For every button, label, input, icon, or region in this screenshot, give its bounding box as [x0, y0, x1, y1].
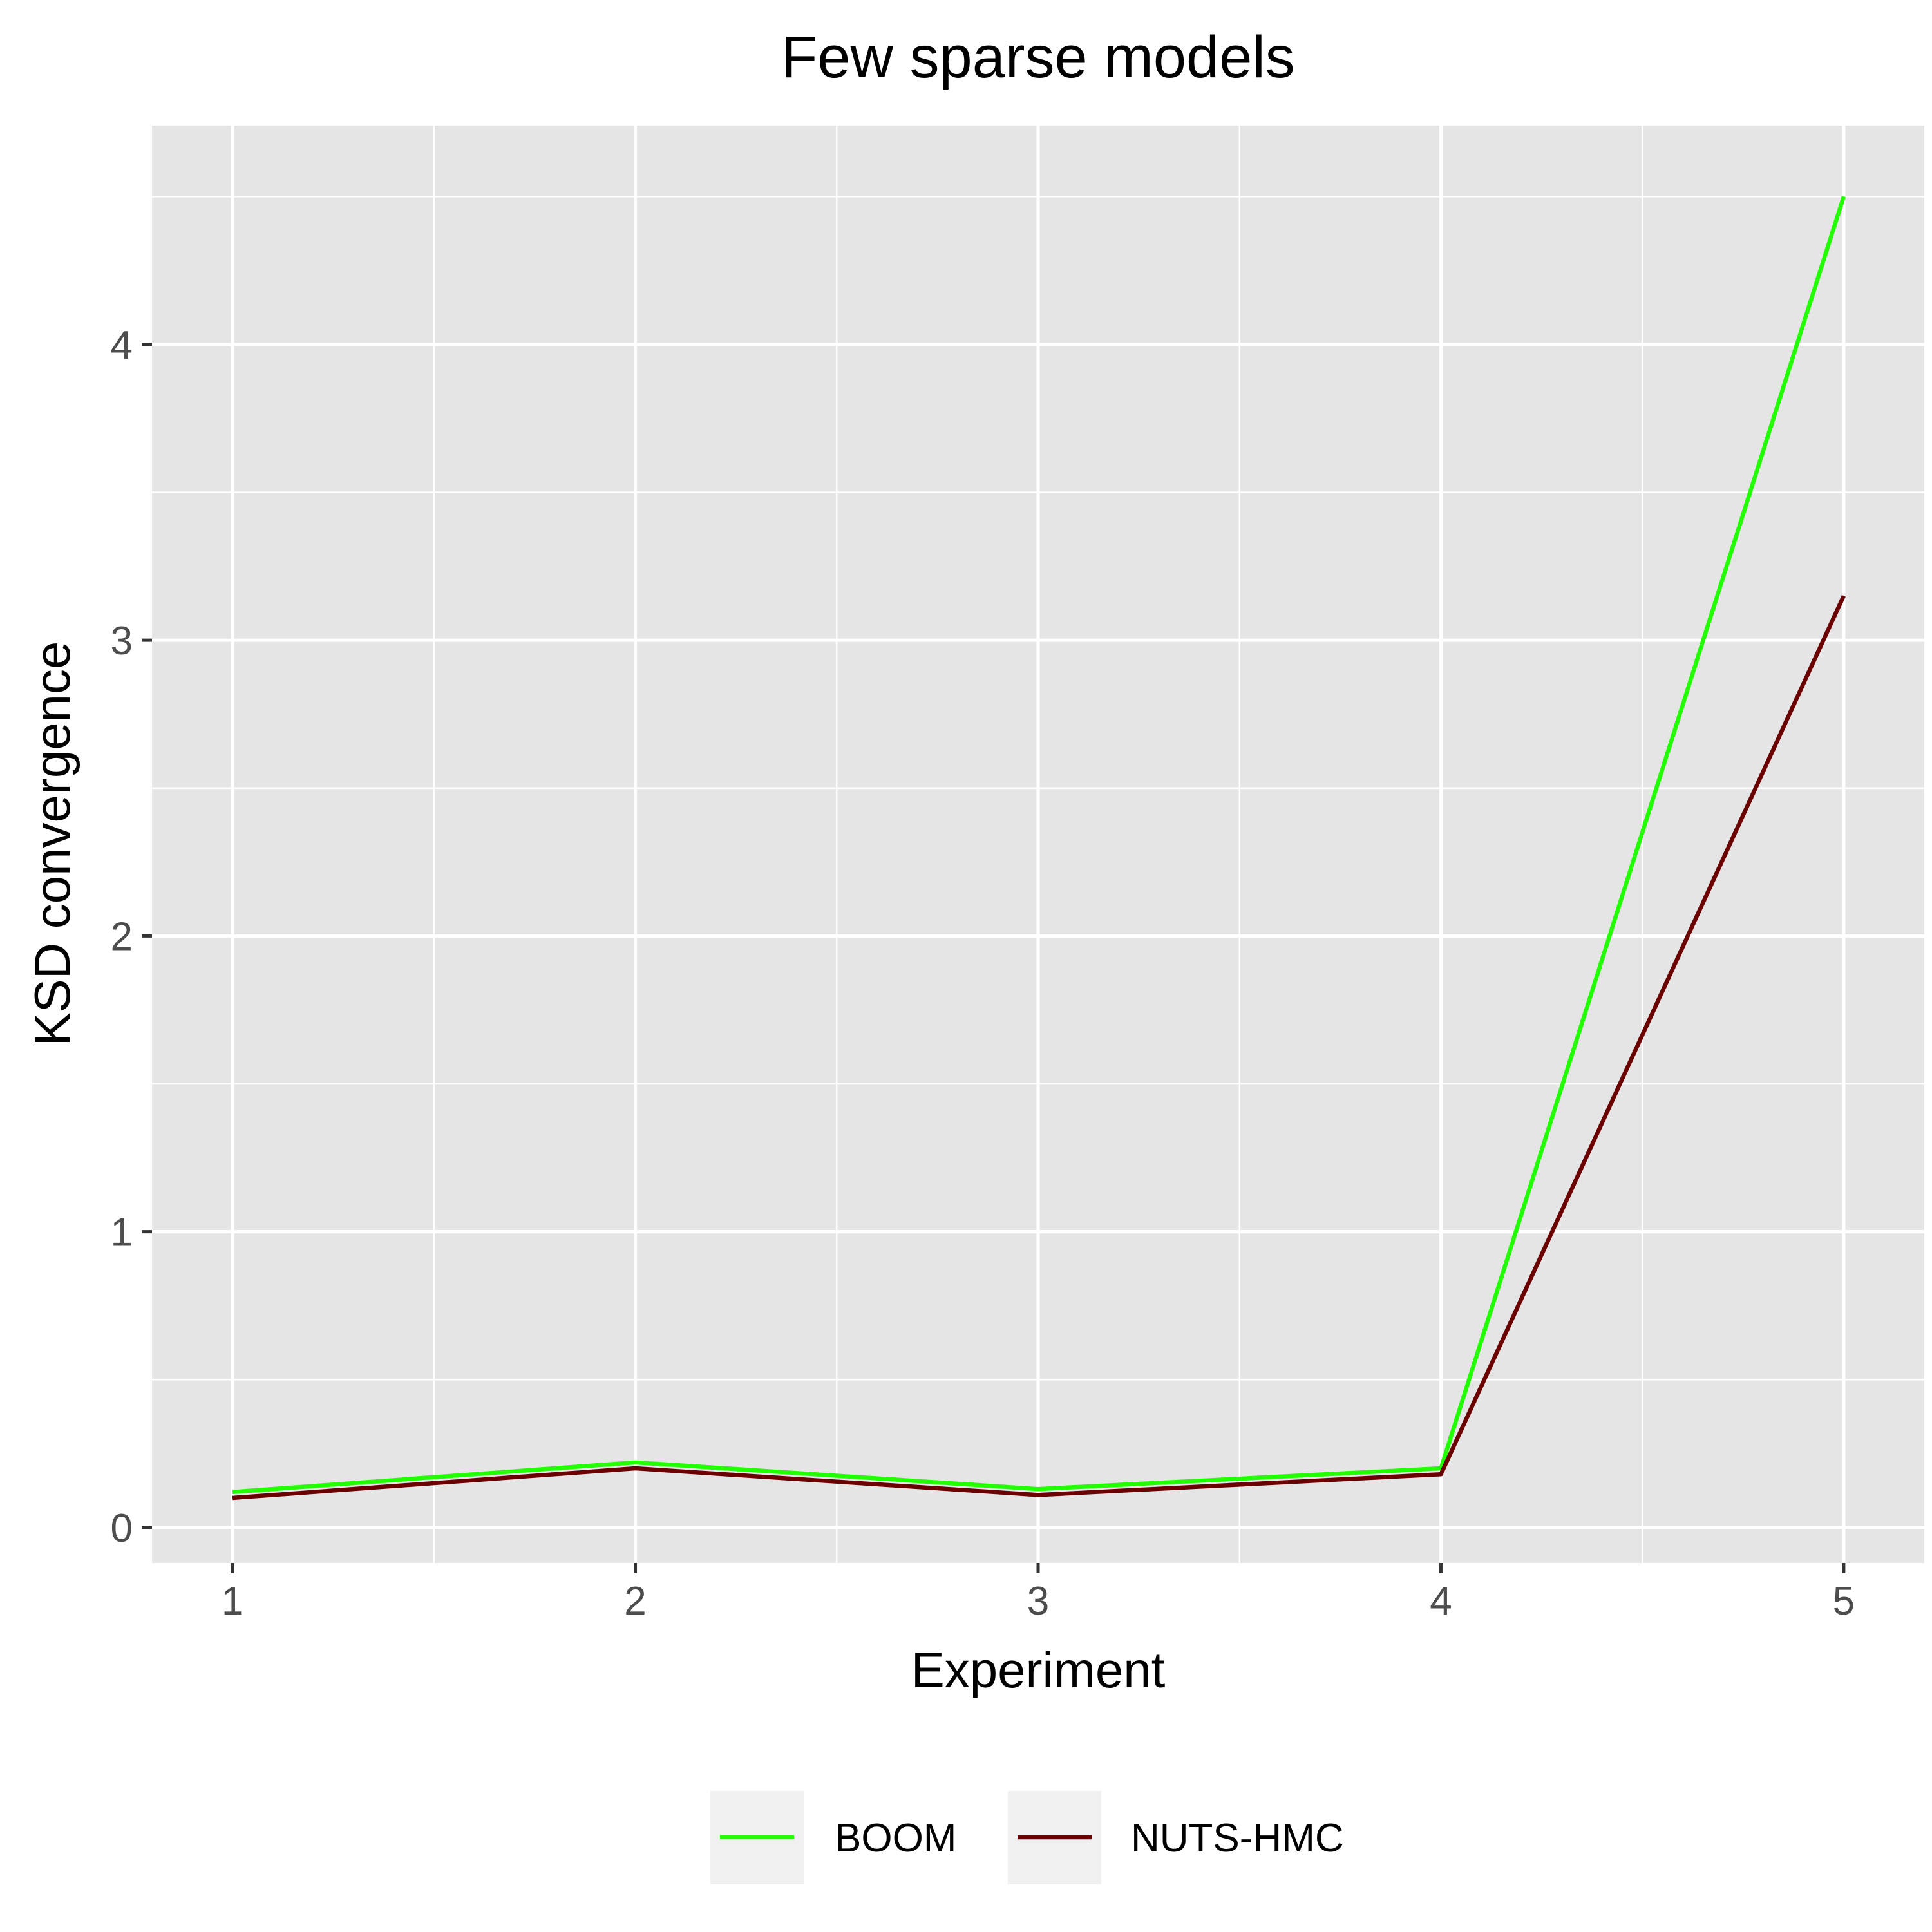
y-axis-title: KSD convergence — [24, 641, 80, 1046]
series-line-boom — [232, 196, 1846, 1495]
legend-label: NUTS-HMC — [1131, 1816, 1344, 1861]
y-tick-label: 4 — [111, 323, 133, 368]
x-tick-label: 1 — [222, 1579, 243, 1624]
y-tick-label: 2 — [111, 914, 133, 959]
x-tick-label: 2 — [624, 1579, 646, 1624]
x-tick-label: 3 — [1027, 1579, 1049, 1624]
major-gridlines — [152, 126, 1924, 1563]
legend-label: BOOM — [835, 1816, 956, 1861]
y-tick-label: 1 — [111, 1211, 133, 1255]
x-tick-label: 4 — [1430, 1579, 1452, 1624]
legend-item-boom: BOOM — [710, 1791, 956, 1884]
x-axis-title: Experiment — [911, 1642, 1166, 1698]
x-tick-label: 5 — [1833, 1579, 1855, 1624]
y-tick-labels: 0 1 2 3 4 — [111, 323, 133, 1551]
series-lines — [232, 196, 1846, 1501]
y-tick-label: 0 — [111, 1506, 133, 1551]
x-tick-labels: 1 2 3 4 5 — [222, 1579, 1855, 1624]
axis-ticks — [142, 343, 1846, 1573]
legend-item-nuts-hmc: NUTS-HMC — [1008, 1791, 1344, 1884]
chart-title: Few sparse models — [781, 24, 1295, 90]
y-tick-label: 3 — [111, 619, 133, 663]
series-line-nuts-hmc — [232, 594, 1846, 1501]
legend: BOOM NUTS-HMC — [710, 1791, 1344, 1884]
